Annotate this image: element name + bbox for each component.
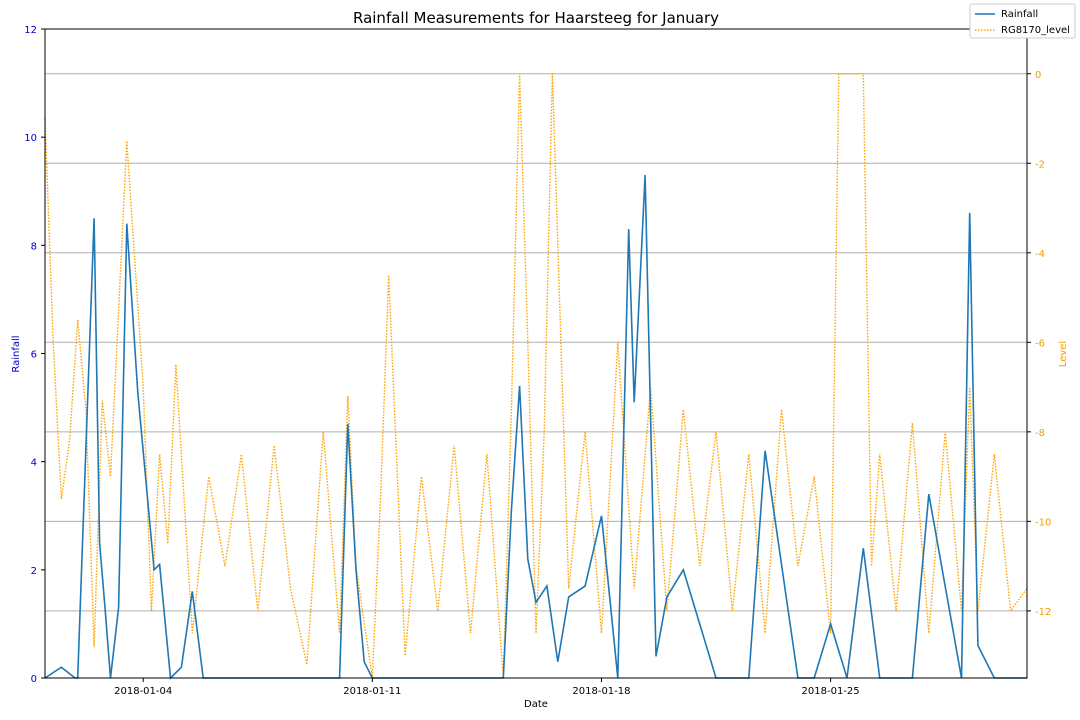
x-tick-label: 2018-01-18 <box>572 686 630 697</box>
y-axis-right-label: Level <box>1058 341 1069 367</box>
series-line-rg8170-level <box>44 73 1028 679</box>
series-layer <box>44 73 1028 680</box>
y-right-tick-label: 0 <box>1035 70 1041 81</box>
legend-box <box>969 3 1076 39</box>
y-left-tick-label: 8 <box>31 241 37 252</box>
plot-frame <box>44 28 1028 679</box>
y-right-tick-label: -8 <box>1035 428 1045 439</box>
x-axis-label: Date <box>524 699 548 710</box>
y-left-tick-label: 12 <box>24 25 37 36</box>
x-tick-label: 2018-01-11 <box>343 686 401 697</box>
y-right-tick-label: -4 <box>1035 249 1045 260</box>
x-tick-label: 2018-01-25 <box>802 686 860 697</box>
y-left-tick-label: 0 <box>31 674 37 685</box>
series-line-rainfall <box>44 174 1027 680</box>
legend: Rainfall RG8170_level <box>969 3 1076 39</box>
y-right-tick-label: -10 <box>1035 517 1051 528</box>
y-axis-left-label: Rainfall <box>11 335 22 372</box>
axes-layer: -12 -10 -8 -6 -4 -2 0 0 2 4 6 8 10 12 2018-01-04 2018-0… <box>24 25 1051 697</box>
y-right-tick-label: -12 <box>1035 607 1051 618</box>
y-left-tick-label: 2 <box>31 566 37 577</box>
legend-label-level: RG8170_level <box>1001 25 1070 36</box>
x-tick-label: 2018-01-04 <box>114 686 172 697</box>
y-left-tick-label: 6 <box>31 350 37 361</box>
legend-label-rainfall: Rainfall <box>1001 9 1038 20</box>
y-right-tick-label: -2 <box>1035 159 1045 170</box>
gridlines <box>45 73 1027 612</box>
y-left-tick-label: 4 <box>31 458 37 469</box>
chart-title: Rainfall Measurements for Haarsteeg for … <box>353 9 719 27</box>
y-left-tick-label: 10 <box>24 133 37 144</box>
y-right-tick-label: -6 <box>1035 338 1045 349</box>
